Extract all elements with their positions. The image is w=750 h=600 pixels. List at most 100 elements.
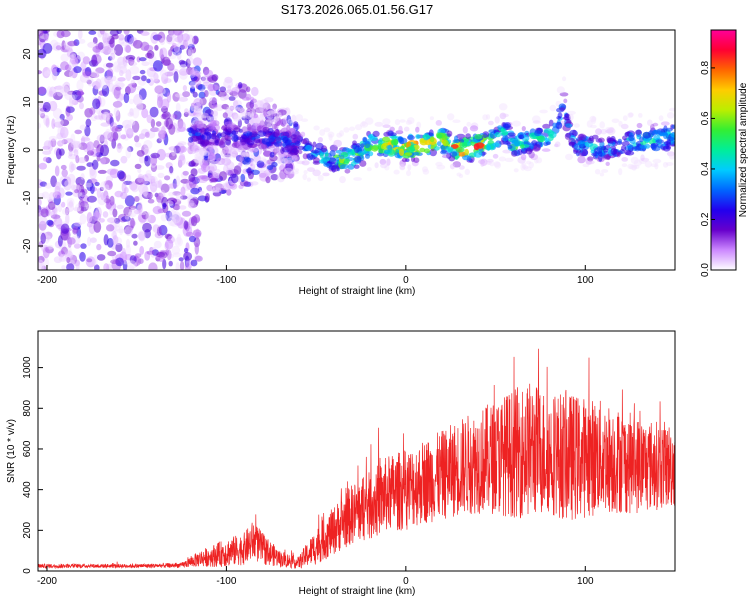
heatmap-cell-401	[172, 252, 181, 258]
heatmap-cell-530	[162, 258, 167, 270]
heatmap-cell-729	[103, 198, 111, 203]
heatmap-cell-1945	[609, 126, 615, 132]
heatmap-cell-749	[104, 128, 112, 139]
heatmap-cell-692	[161, 56, 171, 66]
heatmap-cell-1715	[349, 126, 356, 132]
heatmap-cell-755	[145, 211, 151, 223]
heatmap-cell-505	[70, 184, 77, 191]
heatmap-cell-2421	[211, 132, 217, 140]
heatmap-cell-462	[187, 57, 194, 64]
heatmap-cell-2361	[204, 141, 212, 146]
heatmap-cell-671	[175, 102, 181, 113]
heatmap-cell-982	[225, 149, 231, 155]
heatmap-cell-2241	[323, 127, 331, 133]
heatmap-cell-1603	[297, 149, 303, 155]
heatmap-cell-2448	[436, 133, 443, 139]
heatmap-cell-2436	[282, 136, 289, 144]
heatmap-cell-883	[164, 239, 174, 250]
heatmap-cell-1964	[627, 112, 634, 118]
heatmap-cell-875	[75, 155, 80, 164]
heatmap-cell-1144	[188, 80, 196, 86]
heatmap-cell-2315	[329, 157, 337, 165]
heatmap-cell-603	[66, 47, 74, 58]
heatmap-cell-249	[168, 191, 175, 197]
heatmap-cell-611	[58, 148, 65, 156]
heatmap-cell-2403	[274, 130, 281, 137]
heatmap-cell-151	[82, 56, 91, 65]
heatmap-cell-1283	[240, 173, 246, 183]
heatmap-cell-792	[194, 232, 202, 238]
heatmap-cell-503	[118, 37, 125, 45]
heatmap-cell-271	[104, 32, 110, 45]
heatmap-cell-584	[73, 66, 82, 74]
heatmap-cell-2419	[474, 134, 483, 140]
heatmap-cell-1263	[222, 112, 228, 119]
heatmap-cell-1324	[195, 110, 202, 117]
heatmap-cell-2273	[518, 134, 524, 140]
heatmap-cell-1310	[265, 176, 271, 184]
heatmap-cell-891	[95, 78, 102, 90]
heatmap-cell-1795	[301, 118, 309, 122]
heatmap-cell-186	[122, 259, 128, 270]
heatmap-cell-898	[111, 126, 119, 133]
heatmap-cell-1938	[631, 164, 637, 171]
heatmap-cell-602	[92, 45, 101, 53]
heatmap-cell-871	[125, 59, 135, 64]
heatmap-cell-454	[182, 170, 189, 176]
heatmap-cell-2360	[578, 140, 585, 148]
heatmap-cell-1314	[209, 144, 214, 153]
heatmap-cell-2365	[653, 129, 662, 135]
heatmap-cell-1355	[531, 115, 541, 123]
heatmap-cell-937	[270, 174, 279, 181]
heatmap-cell-723	[86, 150, 95, 156]
heatmap-cell-2347	[660, 121, 670, 126]
heatmap-cell-266	[109, 168, 120, 179]
heatmap-cell-1218	[189, 81, 197, 89]
heatmap-cell-2431	[245, 137, 253, 143]
heatmap-cell-821	[167, 197, 178, 204]
heatmap-cell-1917	[191, 145, 200, 152]
heatmap-cell-37	[123, 30, 130, 35]
heatmap-cell-744	[61, 169, 68, 178]
heatmap-cell-477	[115, 82, 126, 88]
heatmap-cell-358	[85, 118, 92, 128]
spectrogram-xtick-label-1: -100	[216, 275, 236, 286]
heatmap-cell-1141	[197, 155, 205, 166]
heatmap-cell-552	[67, 173, 76, 185]
heatmap-cell-1552	[654, 162, 659, 170]
heatmap-cell-448	[127, 211, 133, 218]
heatmap-cell-1999	[343, 127, 350, 133]
snr-frame	[37, 330, 676, 572]
heatmap-cell-2314	[658, 132, 668, 136]
heatmap-cell-2416	[565, 123, 573, 128]
heatmap-cell-179	[59, 85, 70, 97]
heatmap-cell-869	[166, 200, 174, 207]
heatmap-cell-678	[78, 199, 85, 211]
heatmap-cell-554	[54, 185, 61, 196]
heatmap-cell-299	[78, 142, 88, 150]
heatmap-cell-1676	[329, 144, 338, 152]
heatmap-cell-2348	[507, 144, 513, 149]
heatmap-cell-827	[91, 54, 98, 67]
heatmap-cell-1037	[195, 146, 204, 152]
heatmap-cell-1645	[229, 153, 236, 159]
heatmap-cell-400	[46, 86, 53, 97]
heatmap-cell-2402	[241, 126, 248, 134]
heatmap-cell-1344	[239, 155, 244, 162]
heatmap-cell-1765	[399, 119, 406, 123]
heatmap-cell-2335	[415, 126, 420, 133]
heatmap-cell-2444	[494, 116, 500, 124]
heatmap-cell-789	[141, 174, 149, 185]
heatmap-cell-1300	[266, 114, 274, 120]
heatmap-cell-1941	[487, 140, 494, 145]
heatmap-cell-2408	[244, 111, 251, 116]
snr-series-line	[38, 348, 675, 570]
heatmap-cell-256	[192, 36, 199, 45]
heatmap-cell-873	[171, 211, 182, 224]
heatmap-cell-1561	[407, 164, 412, 171]
heatmap-cell-882	[154, 85, 164, 94]
heatmap-cell-388	[113, 237, 123, 245]
heatmap-cell-1180	[245, 101, 254, 110]
heatmap-cell-742	[66, 106, 75, 113]
heatmap-cell-600	[56, 132, 63, 140]
